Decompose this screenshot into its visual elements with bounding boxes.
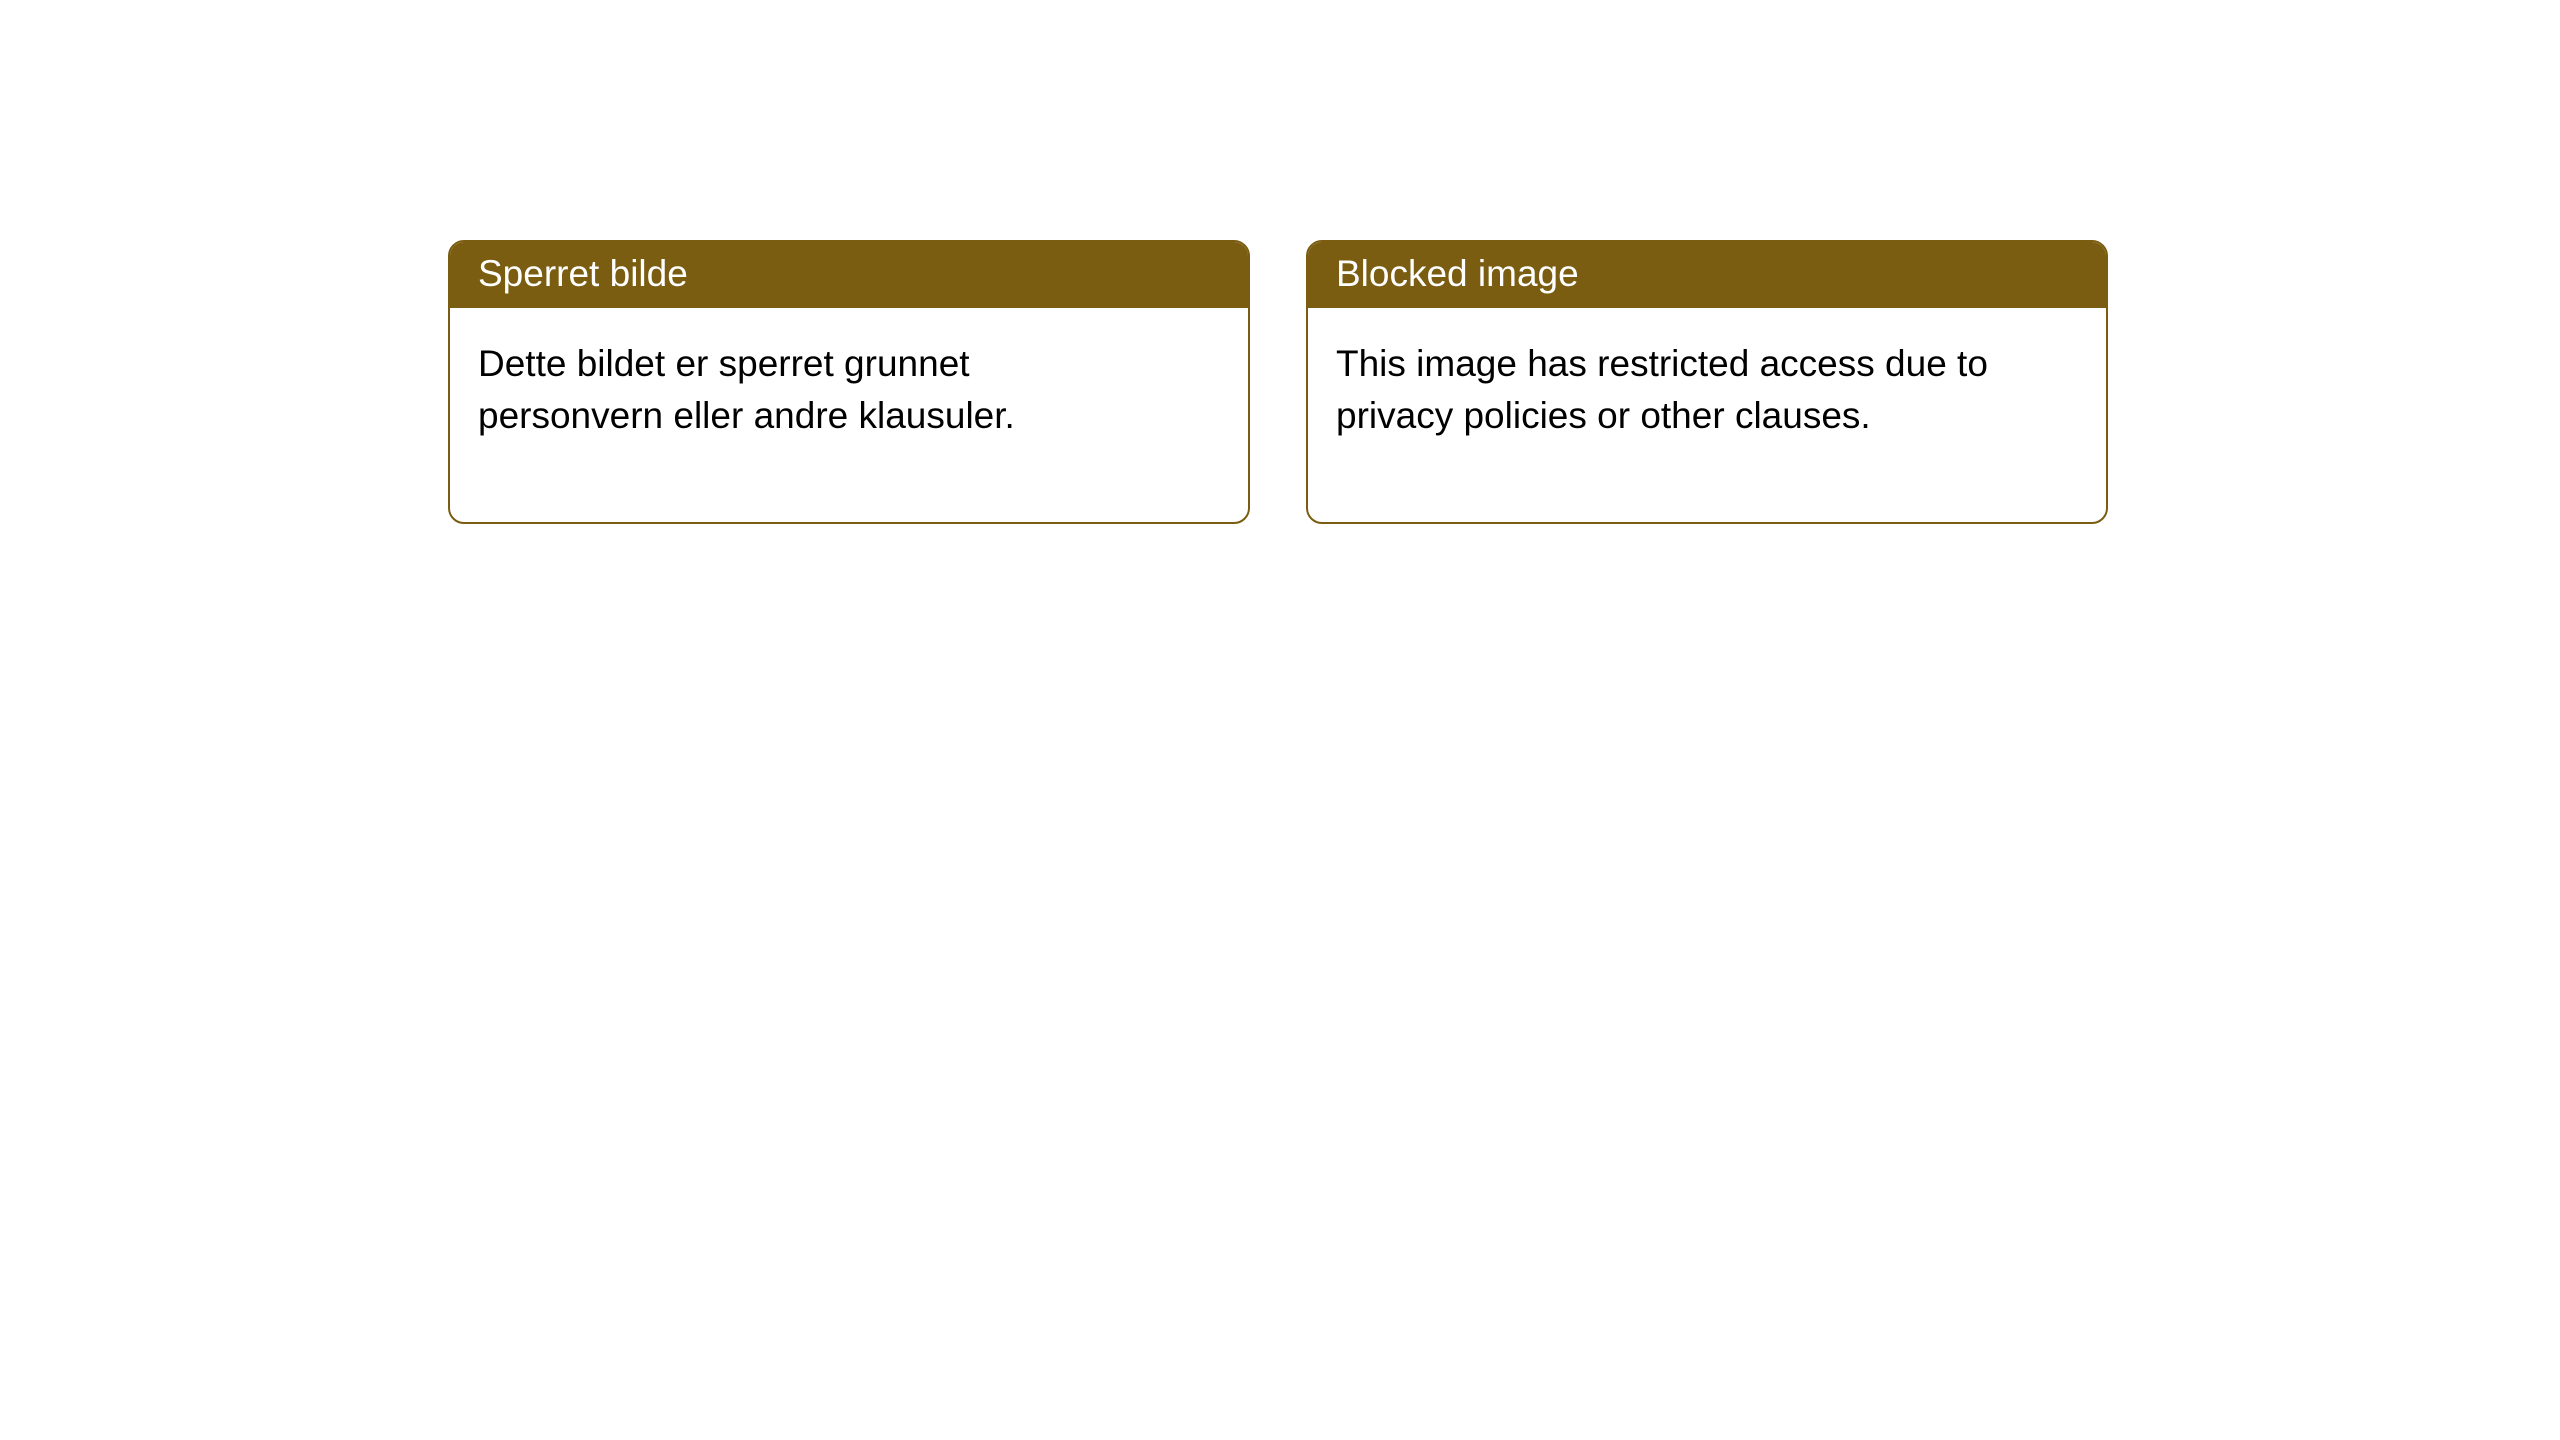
- notice-header: Blocked image: [1308, 242, 2106, 308]
- notice-body: This image has restricted access due to …: [1308, 308, 2028, 522]
- notice-header: Sperret bilde: [450, 242, 1248, 308]
- notice-container: Sperret bilde Dette bildet er sperret gr…: [0, 0, 2560, 524]
- notice-body: Dette bildet er sperret grunnet personve…: [450, 308, 1170, 522]
- notice-card-english: Blocked image This image has restricted …: [1306, 240, 2108, 524]
- notice-card-norwegian: Sperret bilde Dette bildet er sperret gr…: [448, 240, 1250, 524]
